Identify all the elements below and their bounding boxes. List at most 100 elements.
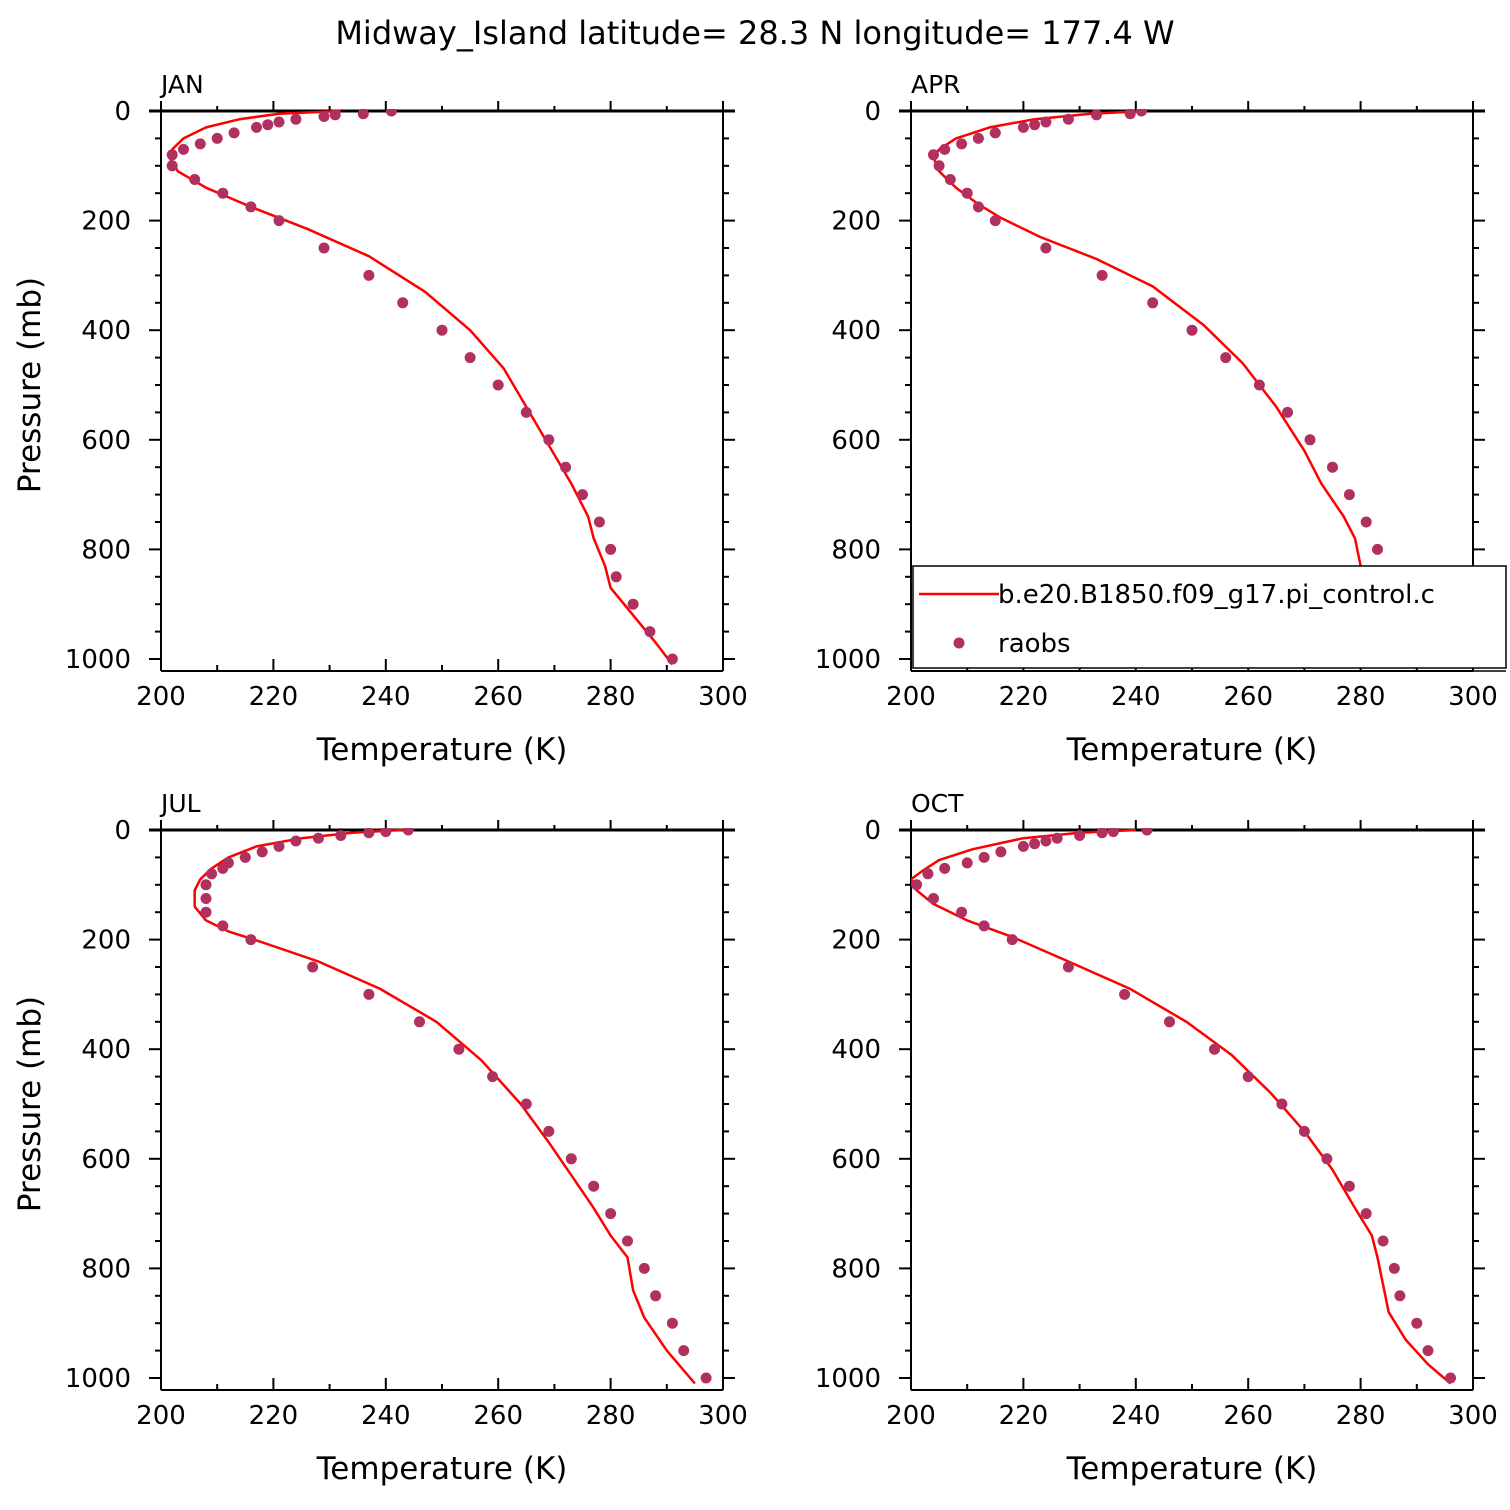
x-tick-label: 280 — [1336, 682, 1386, 712]
raobs-point — [464, 352, 476, 364]
y-tick-label: 0 — [114, 816, 131, 846]
raobs-point — [605, 543, 617, 555]
x-tick-label: 200 — [886, 1401, 936, 1431]
raobs-point — [989, 215, 1001, 227]
y-tick-label: 600 — [831, 1145, 881, 1175]
raobs-point — [211, 132, 223, 144]
x-tick-label: 240 — [361, 1401, 411, 1431]
raobs-point — [1040, 116, 1052, 128]
raobs-point — [228, 127, 240, 139]
raobs-point — [273, 215, 285, 227]
raobs-point — [1422, 1345, 1434, 1357]
raobs-point — [239, 851, 251, 863]
raobs-point — [363, 828, 375, 839]
raobs-point — [166, 160, 178, 172]
raobs-point — [956, 906, 968, 918]
raobs-point — [1321, 1153, 1333, 1165]
panel-label: OCT — [911, 789, 964, 818]
raobs-point — [928, 149, 939, 161]
raobs-point — [565, 1153, 577, 1165]
panel-label: JAN — [159, 70, 204, 99]
raobs-point — [1276, 1098, 1288, 1110]
x-tick-label: 200 — [886, 682, 936, 712]
raobs-point — [414, 1016, 425, 1028]
raobs-point — [194, 138, 206, 150]
raobs-point — [1220, 352, 1232, 364]
raobs-point — [961, 857, 973, 869]
raobs-point — [972, 132, 984, 144]
raobs-point — [453, 1043, 465, 1055]
raobs-point — [1119, 988, 1131, 1000]
series-area — [193, 828, 712, 1385]
model-profile-line — [932, 109, 1418, 666]
x-tick-label: 220 — [249, 1401, 299, 1431]
series-area — [166, 109, 678, 666]
raobs-point — [956, 138, 968, 150]
x-axis-title: Temperature (K) — [316, 1451, 568, 1487]
raobs-point — [911, 879, 923, 891]
raobs-point — [318, 242, 330, 254]
y-tick-label: 200 — [81, 207, 131, 237]
panel-jan: JAN 200 220 240 260 280 300 0 200 400 600 800 1000 Te… — [12, 70, 748, 768]
raobs-point — [335, 830, 347, 841]
raobs-point — [577, 489, 588, 501]
raobs-point — [492, 379, 504, 391]
raobs-point — [1017, 840, 1029, 852]
raobs-point — [588, 1180, 600, 1192]
raobs-point — [256, 846, 268, 858]
y-axis-title: Pressure (mb) — [12, 277, 48, 493]
raobs-point — [189, 174, 201, 185]
raobs-point — [638, 1262, 650, 1274]
panel-apr: APR 200 220 240 260 280 300 0 200 400 600 800 1000 Te… — [815, 70, 1507, 768]
raobs-point — [1388, 1262, 1400, 1274]
raobs-point — [1445, 1372, 1456, 1384]
raobs-point — [593, 516, 605, 528]
y-tick-label: 600 — [81, 1145, 131, 1175]
series-area — [911, 828, 1456, 1385]
panel-jul: JUL 200 220 240 260 280 300 0 200 400 600 800 1000 Te… — [12, 789, 748, 1487]
raobs-point — [1186, 324, 1198, 336]
raobs-point — [1298, 1125, 1310, 1137]
raobs-point — [1343, 489, 1355, 501]
raobs-point — [290, 835, 302, 847]
raobs-point — [402, 828, 414, 836]
raobs-point — [1327, 461, 1338, 473]
x-tick-label: 280 — [586, 682, 636, 712]
raobs-point — [1062, 961, 1074, 973]
x-tick-label: 280 — [1336, 1401, 1386, 1431]
raobs-point — [357, 109, 369, 120]
raobs-point — [972, 201, 984, 213]
raobs-point — [650, 1290, 662, 1302]
y-tick-label: 200 — [831, 207, 881, 237]
raobs-point — [217, 187, 229, 199]
y-tick-label: 0 — [864, 816, 881, 846]
raobs-point — [978, 851, 990, 863]
x-tick-label: 240 — [361, 682, 411, 712]
raobs-point — [944, 174, 956, 185]
raobs-point — [1209, 1043, 1220, 1055]
raobs-point — [520, 406, 532, 418]
raobs-point — [1096, 828, 1108, 839]
raobs-point — [543, 1125, 555, 1137]
raobs-point — [1360, 1208, 1372, 1220]
raobs-point — [166, 149, 178, 161]
raobs-point — [1372, 543, 1383, 555]
raobs-point — [622, 1235, 633, 1247]
raobs-point — [273, 116, 285, 128]
x-tick-label: 260 — [473, 1401, 523, 1431]
raobs-point — [1282, 406, 1293, 418]
panels: JAN 200 220 240 260 280 300 0 200 400 600 800 1000 Te… — [12, 70, 1507, 1487]
raobs-point — [627, 598, 639, 610]
raobs-point — [644, 626, 656, 638]
raobs-point — [989, 127, 1001, 139]
y-tick-label: 400 — [831, 316, 881, 346]
raobs-point — [200, 879, 212, 891]
raobs-point — [1074, 830, 1086, 841]
raobs-point — [217, 862, 229, 874]
raobs-point — [1253, 379, 1265, 391]
raobs-point — [245, 201, 257, 213]
x-tick-label: 280 — [586, 1401, 636, 1431]
x-tick-label: 220 — [999, 682, 1049, 712]
